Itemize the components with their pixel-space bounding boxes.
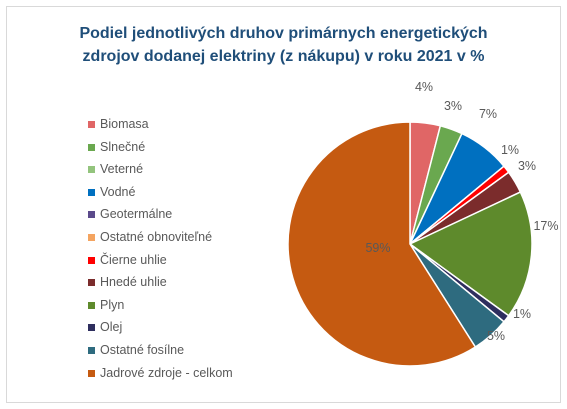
legend-label: Vodné (100, 184, 136, 199)
legend-swatch (88, 324, 95, 332)
data-label: 1% (513, 307, 531, 321)
legend-label: Veterné (100, 162, 144, 177)
legend-label: Plyn (100, 297, 125, 312)
legend-label: Olej (100, 320, 123, 335)
legend-swatch (88, 211, 95, 219)
pie-slice (408, 191, 533, 317)
legend-swatch (88, 256, 95, 264)
legend-label: Čierne uhlie (100, 252, 167, 267)
legend-swatch (88, 166, 95, 174)
legend-label: Slnečné (100, 139, 146, 154)
data-label: 3% (518, 159, 536, 173)
legend-label: Ostatné obnoviteľné (100, 229, 213, 244)
legend-label: Ostatné fosílne (100, 342, 185, 357)
data-label: 7% (479, 107, 497, 121)
legend-label: Jadrové zdroje - celkom (100, 365, 233, 380)
chart-title-line-2: zdrojov dodanej elektriny (z nákupu) v r… (82, 48, 485, 65)
data-label: 17% (533, 219, 558, 233)
legend-swatch (88, 188, 95, 196)
chart-title: Podiel jednotlivých druhov primárnych en… (0, 22, 567, 68)
data-label: 59% (365, 241, 390, 255)
legend-swatch (88, 121, 95, 128)
data-label: 3% (444, 99, 462, 113)
chart-title-line-1: Podiel jednotlivých druhov primárnych en… (79, 25, 488, 42)
legend-swatch (88, 369, 95, 377)
legend-swatch (88, 143, 95, 151)
legend-swatch (88, 279, 95, 287)
legend-label: Biomasa (100, 117, 149, 131)
legend-label: Hnedé uhlie (100, 275, 167, 290)
legend-swatch (88, 301, 95, 309)
legend-label: Geotermálne (100, 207, 173, 222)
data-label: 5% (487, 329, 505, 343)
data-label: 1% (501, 143, 519, 157)
pie-slice (287, 121, 477, 367)
legend-swatch (88, 346, 95, 354)
legend-swatch (88, 233, 95, 241)
data-label: 4% (415, 80, 433, 94)
